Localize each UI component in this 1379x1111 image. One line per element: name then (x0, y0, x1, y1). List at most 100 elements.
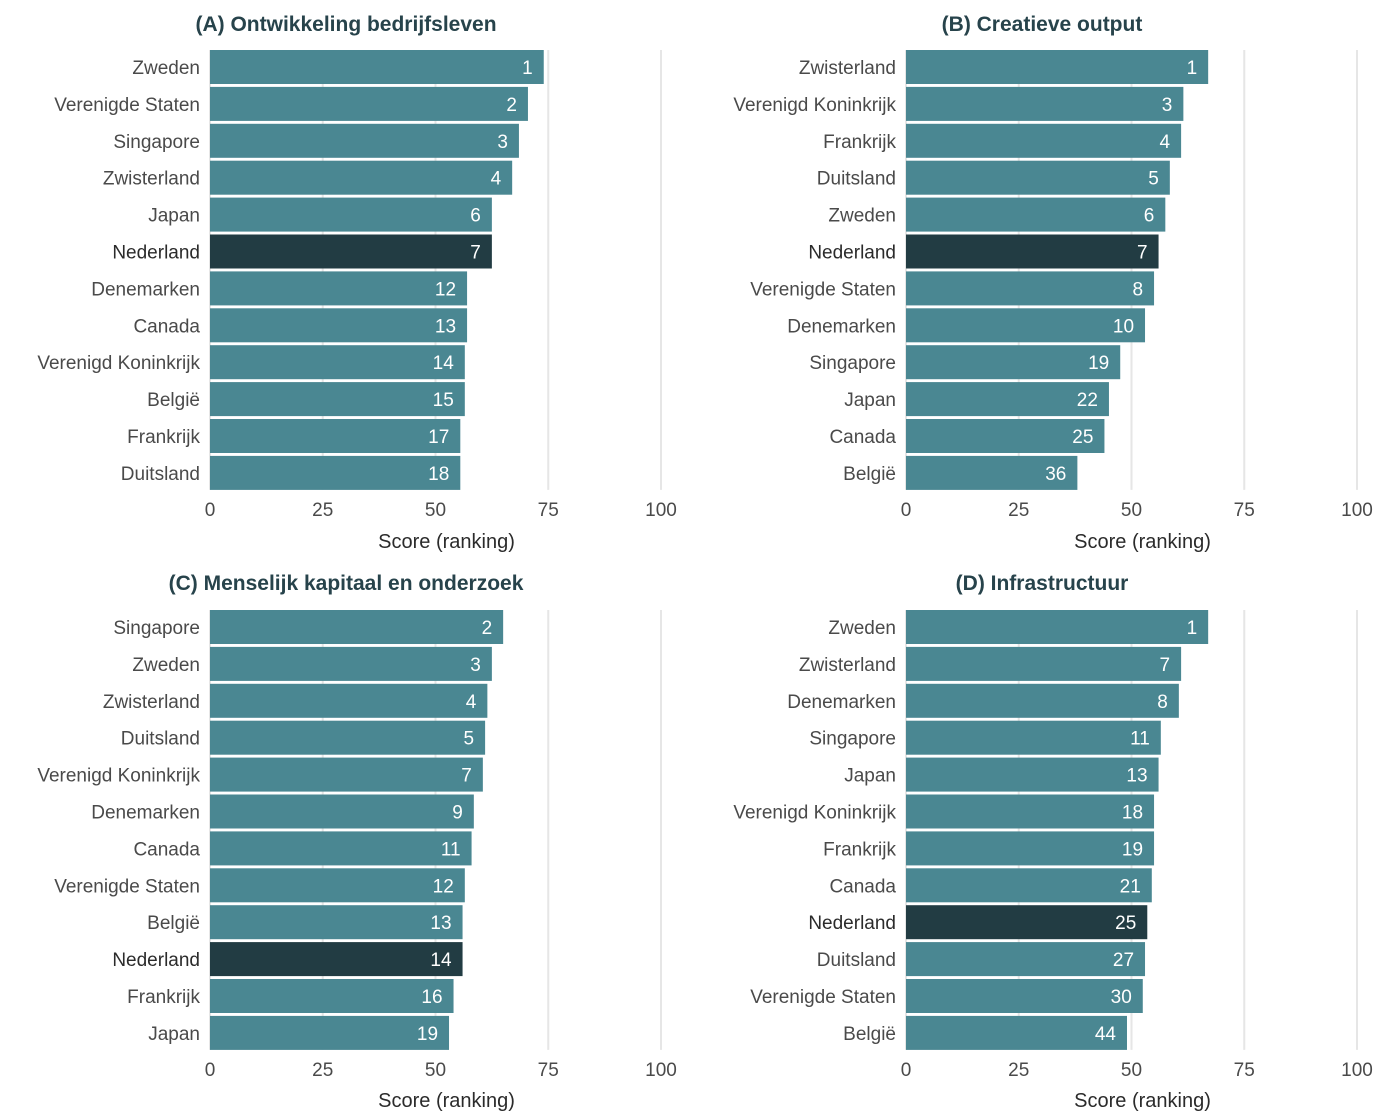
bar-singapore (906, 720, 1161, 755)
x-tick-label: 0 (205, 1060, 216, 1081)
category-label: Zwisterland (103, 692, 200, 713)
category-label: Japan (148, 1024, 200, 1045)
rank-label: 22 (1077, 390, 1098, 411)
rank-label: 7 (461, 766, 472, 787)
category-label: Japan (844, 766, 896, 787)
rank-label: 36 (1045, 464, 1066, 485)
bar-canada (210, 308, 468, 343)
category-label: Zweden (828, 206, 896, 227)
bar-nederland (906, 905, 1148, 940)
category-label: Canada (829, 427, 896, 448)
rank-label: 2 (506, 95, 517, 116)
rank-label: 4 (491, 169, 502, 190)
panel-title: (D) Infrastructuur (956, 572, 1129, 595)
category-label: België (843, 464, 896, 485)
category-label: Zweden (132, 58, 200, 79)
category-label: Nederland (112, 950, 200, 971)
bar-canada (906, 868, 1152, 903)
bar-nederland (210, 234, 492, 269)
rank-label: 4 (466, 692, 477, 713)
rank-label: 1 (1187, 58, 1198, 79)
category-label: Nederland (808, 243, 896, 264)
rank-label: 5 (464, 729, 475, 750)
panel-d: (D) Infrastructuur Zweden 1 Zwisterland 7 Den… (733, 572, 1373, 1111)
bar-zweden (210, 50, 544, 84)
category-label: België (843, 1024, 896, 1045)
category-label: Duitsland (121, 464, 200, 485)
rank-label: 2 (482, 618, 493, 639)
category-label: Zwisterland (799, 655, 896, 676)
category-label: Denemarken (787, 692, 896, 713)
bar-denemarken (210, 794, 474, 829)
bar-duitsland (210, 455, 461, 490)
bar-duitsland (906, 160, 1170, 195)
rank-label: 4 (1160, 132, 1171, 153)
rank-label: 13 (430, 913, 451, 934)
rank-label: 27 (1113, 950, 1134, 971)
bar-zwisterland (906, 50, 1209, 84)
rank-label: 12 (435, 279, 456, 300)
bar-zwisterland (210, 160, 513, 195)
rank-label: 30 (1111, 987, 1132, 1008)
category-label: Denemarken (787, 316, 896, 337)
x-tick-label: 25 (1008, 500, 1029, 521)
category-label: Canada (133, 839, 200, 860)
bar-verenigde-staten (906, 979, 1143, 1013)
bar-zweden (210, 646, 492, 681)
bar-japan (210, 197, 492, 232)
rank-label: 1 (522, 58, 533, 79)
category-label: Verenigde Staten (750, 987, 896, 1008)
bar-zwisterland (210, 683, 488, 718)
category-label: Zweden (132, 655, 200, 676)
bar-verenigd-koninkrijk (210, 757, 483, 792)
category-label: Singapore (113, 618, 200, 639)
x-tick-label: 50 (1121, 500, 1142, 521)
rank-label: 21 (1120, 876, 1141, 897)
rank-label: 18 (1122, 803, 1143, 824)
category-label: Duitsland (121, 729, 200, 750)
bar-singapore (210, 123, 519, 158)
panel-title: (B) Creatieve output (942, 13, 1143, 36)
x-tick-label: 25 (1008, 1060, 1029, 1081)
x-tick-label: 75 (538, 500, 559, 521)
bar-singapore (906, 345, 1121, 380)
category-label: Nederland (112, 243, 200, 264)
category-label: Singapore (809, 729, 896, 750)
x-tick-label: 100 (645, 1060, 677, 1081)
rank-label: 19 (1122, 839, 1143, 860)
category-label: Frankrijk (127, 427, 200, 448)
x-tick-label: 0 (901, 1060, 912, 1081)
bar-verenigd-koninkrijk (210, 345, 465, 380)
rank-label: 7 (1160, 655, 1171, 676)
rank-label: 11 (441, 839, 461, 860)
category-label: Singapore (113, 132, 200, 153)
category-label: Denemarken (91, 279, 200, 300)
category-label: Verenigde Staten (750, 279, 896, 300)
category-label: Nederland (808, 913, 896, 934)
rank-label: 9 (452, 803, 463, 824)
bar-frankrijk (210, 419, 461, 453)
rank-label: 11 (1130, 729, 1150, 750)
panel-b: (B) Creatieve output Zwisterland 1 Verenigd… (733, 13, 1373, 553)
category-label: Japan (148, 206, 200, 227)
bar-zwisterland (906, 646, 1182, 681)
bar-verenigde-staten (210, 868, 465, 903)
rank-label: 14 (430, 950, 452, 971)
x-axis-title: Score (ranking) (378, 531, 515, 553)
panel-a: (A) Ontwikkeling bedrijfsleven Zweden 1 Ver… (37, 13, 677, 553)
x-tick-label: 100 (1341, 500, 1373, 521)
x-tick-label: 50 (425, 500, 446, 521)
bar-denemarken (210, 271, 468, 306)
bar-duitsland (210, 720, 486, 755)
category-label: België (147, 390, 200, 411)
category-label: Denemarken (91, 803, 200, 824)
bar-zweden (906, 610, 1209, 644)
x-tick-label: 75 (538, 1060, 559, 1081)
rank-label: 16 (421, 987, 442, 1008)
category-label: Singapore (809, 353, 896, 374)
rank-label: 14 (433, 353, 455, 374)
bar-verenigde-staten (906, 271, 1155, 306)
bar-denemarken (906, 308, 1146, 343)
category-label: Duitsland (817, 950, 896, 971)
